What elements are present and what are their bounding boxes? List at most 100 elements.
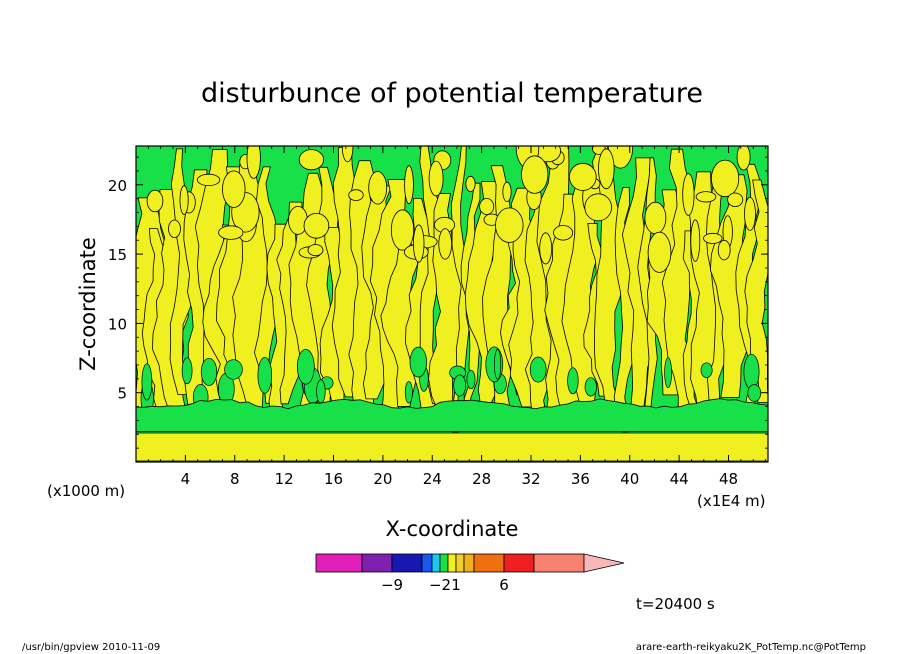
plume-blob: [710, 159, 740, 198]
x-tick-label: 8: [230, 470, 240, 488]
x-tick-label: 40: [620, 470, 639, 488]
plume-blob: [647, 231, 672, 273]
plume-blob: [502, 181, 512, 202]
plume-blob: [539, 232, 553, 265]
time-label: t=20400 s: [636, 595, 715, 613]
plume-blob: [644, 201, 667, 235]
x-tick-label: 44: [670, 470, 689, 488]
plume: [169, 148, 196, 395]
plume-blob: [341, 146, 354, 163]
x-tick-label: 20: [373, 470, 392, 488]
colorbar-swatch: [431, 553, 441, 573]
plume-blob: [168, 219, 181, 239]
green-cell: [257, 356, 273, 394]
plume-blob: [413, 224, 425, 263]
plume-blob: [682, 173, 695, 216]
x-tick-label: 24: [423, 470, 442, 488]
y-unit-label: (x1000 m): [47, 482, 125, 500]
plume-blob: [607, 146, 634, 169]
green-cell: [466, 369, 476, 390]
plume-blob: [465, 175, 476, 192]
plume-blob: [368, 171, 388, 205]
plume-blob: [727, 192, 744, 208]
plume-blob: [307, 244, 324, 257]
green-cell: [743, 353, 760, 390]
colorbar-swatch: [439, 553, 449, 573]
plume-blob: [598, 148, 615, 190]
green-cell: [453, 374, 467, 397]
colorbar: −9 −2 1 6: [315, 553, 625, 594]
green-cell: [224, 359, 243, 380]
plume: [450, 146, 472, 433]
green-cell: [296, 349, 315, 385]
plume-blob: [521, 155, 549, 194]
x-tick-label: 12: [275, 470, 294, 488]
colorbar-swatch: [463, 553, 475, 573]
plume-blob: [298, 149, 324, 171]
colorbar-swatch: [361, 553, 393, 573]
green-cell: [200, 357, 218, 386]
plume-blob: [568, 162, 597, 191]
colorbar-swatch: [533, 553, 585, 573]
plume-blob: [303, 213, 330, 239]
colorbar-swatch: [473, 553, 505, 573]
x-tick-label: 28: [472, 470, 491, 488]
plume-blob: [479, 198, 495, 215]
plume-blob: [744, 196, 756, 231]
plume: [744, 179, 768, 403]
x-tick-label: 16: [324, 470, 343, 488]
plume-blob: [717, 239, 731, 261]
plume-blob: [428, 160, 444, 197]
colorbar-swatch: [391, 553, 423, 573]
lower-green-layer: [136, 398, 768, 432]
green-cell: [409, 346, 427, 378]
green-cell: [700, 362, 713, 378]
plume-blob: [703, 232, 723, 244]
x-axis-label: X-coordinate: [386, 517, 519, 541]
plume-blob: [246, 146, 261, 179]
lower-yellow-band: [136, 432, 768, 462]
plume-blob: [390, 209, 415, 251]
plume-blob: [404, 165, 414, 205]
x-unit-label: (x1E4 m): [697, 492, 766, 510]
green-cell: [141, 363, 153, 401]
green-cell: [316, 379, 326, 404]
green-cell: [404, 381, 413, 404]
colorbar-arrow: [583, 553, 625, 573]
plot-frame: [135, 145, 769, 463]
y-axis: 5 10 15 20: [108, 156, 768, 449]
colorbar-swatch: [503, 553, 535, 573]
plume-blob: [495, 207, 524, 243]
chart-title: disturbunce of potential temperature: [201, 78, 703, 109]
y-tick-label: 20: [108, 177, 127, 195]
green-cell: [664, 357, 672, 389]
y-tick-label: 5: [117, 385, 127, 403]
plume-blob: [695, 191, 717, 203]
colorbar-swatch: [315, 553, 363, 573]
x-tick-label: 4: [181, 470, 191, 488]
plume-blob: [179, 185, 189, 215]
colorbar-swatch: [447, 553, 457, 573]
green-cell: [494, 349, 502, 380]
plume-blob: [348, 189, 364, 201]
green-cell: [567, 367, 579, 395]
plume-blob: [584, 193, 612, 222]
green-cell: [747, 384, 762, 402]
plume-blob: [197, 173, 221, 186]
plume-blob: [736, 146, 751, 171]
colorbar-label: 1: [451, 576, 461, 594]
green-cell: [584, 377, 597, 397]
plume-blob: [222, 170, 246, 208]
plume-blob: [218, 225, 244, 240]
x-tick-label: 32: [521, 470, 540, 488]
plume-blob: [690, 219, 701, 262]
colorbar-label: −2: [429, 576, 451, 594]
colorbar-swatch: [421, 553, 433, 573]
colorbar-label: −9: [381, 576, 403, 594]
plume-blob: [146, 189, 164, 213]
x-axis: 4 8 12 16 20 24 28 32 36 40 44 48: [147, 146, 766, 488]
green-cell: [529, 356, 547, 383]
plume-blob: [553, 225, 574, 241]
plume-blob: [438, 228, 453, 260]
